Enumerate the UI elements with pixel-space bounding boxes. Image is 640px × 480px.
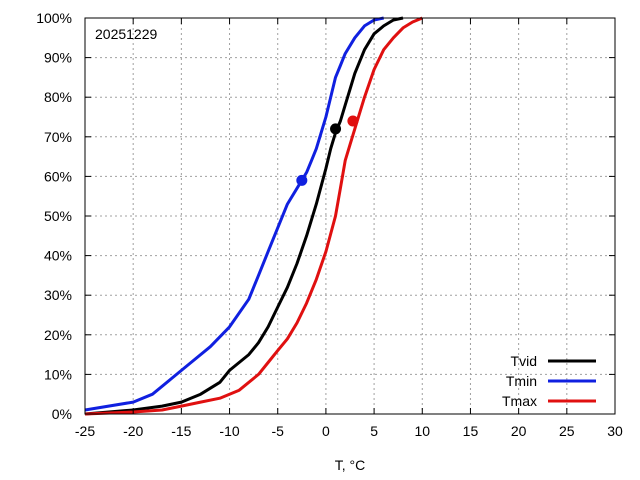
series-line-tmax <box>84 16 423 416</box>
series-markers <box>296 115 359 186</box>
x-tick-label: -25 <box>75 423 95 439</box>
series-line-tmin <box>84 16 385 412</box>
y-tick-label: 80% <box>44 89 72 105</box>
series-line-tvid <box>84 16 404 416</box>
y-tick-label: 100% <box>36 10 72 26</box>
legend-label-tmax: Tmax <box>502 393 537 409</box>
legend: Tvid Tmin Tmax <box>502 353 596 409</box>
x-tick-label: 20 <box>511 423 527 439</box>
y-tick-label: 10% <box>44 366 72 382</box>
y-tick-label: 60% <box>44 168 72 184</box>
y-tick-label: 90% <box>44 50 72 66</box>
y-tick-label: 20% <box>44 327 72 343</box>
x-axis-title: T, °C <box>335 457 366 473</box>
y-tick-label: 30% <box>44 287 72 303</box>
x-tick-label: -20 <box>123 423 143 439</box>
series-marker-tvid <box>330 123 342 135</box>
x-tick-label: -10 <box>219 423 239 439</box>
date-annotation: 20251229 <box>95 26 158 42</box>
series-marker-tmin <box>296 174 308 186</box>
x-tick-label: 5 <box>370 423 378 439</box>
y-tick-label: 40% <box>44 248 72 264</box>
series-marker-tmax <box>347 115 359 127</box>
x-tick-label: -15 <box>171 423 191 439</box>
x-tick-label: 25 <box>559 423 575 439</box>
axis-ticks: -25 -20 -15 -10 -5 0 5 10 15 20 25 30 0% 10% 20% 30% 40%… <box>36 10 623 439</box>
x-tick-label: 30 <box>607 423 623 439</box>
y-tick-label: 70% <box>44 129 72 145</box>
legend-label-tvid: Tvid <box>511 353 537 369</box>
grid <box>85 18 615 414</box>
x-tick-label: 10 <box>414 423 430 439</box>
y-tick-label: 50% <box>44 208 72 224</box>
y-tick-label: 0% <box>52 406 72 422</box>
x-tick-label: -5 <box>272 423 285 439</box>
legend-label-tmin: Tmin <box>506 373 537 389</box>
x-tick-label: 15 <box>463 423 479 439</box>
x-tick-label: 0 <box>322 423 330 439</box>
series-lines <box>84 16 423 416</box>
